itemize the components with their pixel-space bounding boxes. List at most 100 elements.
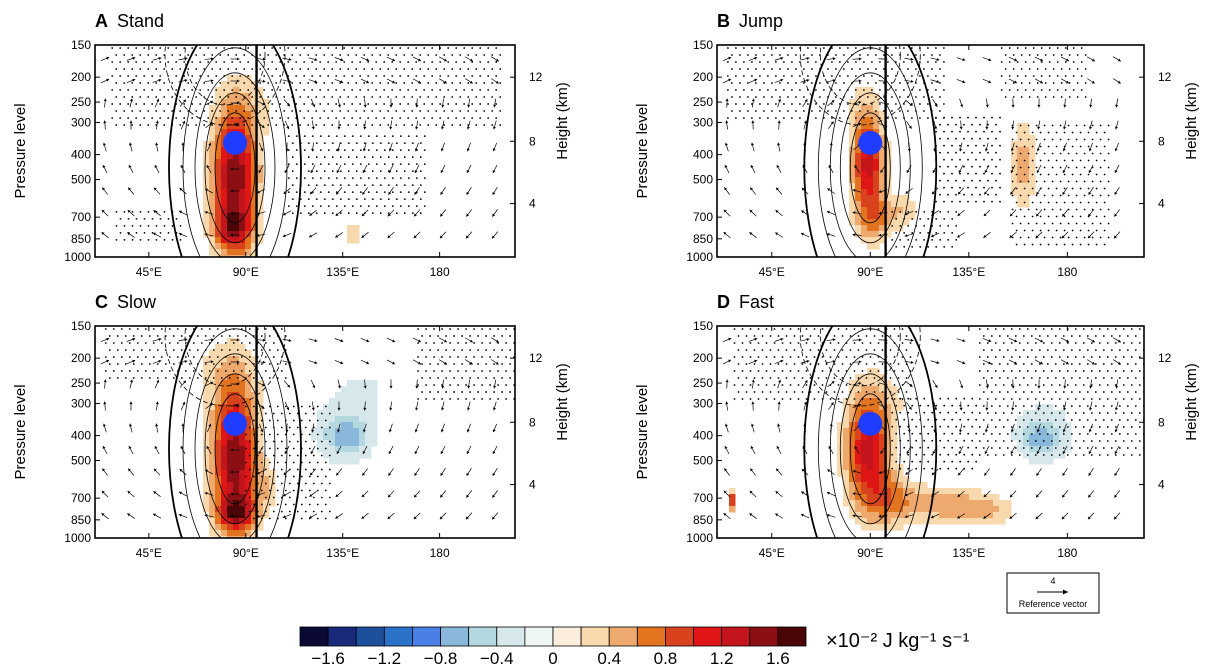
y-tick-label: 1000 [64, 250, 91, 264]
y-axis-title: Pressure level [12, 384, 29, 479]
significance-stippling [104, 328, 515, 520]
y-tick-label: 300 [693, 396, 713, 410]
colorbar-unit-label: ×10⁻² J kg⁻¹ s⁻¹ [826, 630, 970, 652]
height-axis-title: Height (km) [554, 82, 571, 160]
heating-source-marker [223, 130, 247, 155]
colorbar-swatch [552, 626, 582, 647]
panel-d: 150 200 250 300 400 500 700 850 1000 12 8 4 45°E 90°E… [634, 292, 1200, 560]
y-tick-label: 1000 [64, 531, 91, 545]
y-tick-label: 850 [693, 232, 713, 246]
y-axis-title: Pressure level [634, 384, 651, 479]
colorbar-tick-label: −0.8 [424, 649, 458, 668]
x-tick-label: 180 [1057, 265, 1077, 279]
reference-vector-legend: 4 Reference vector [1006, 572, 1100, 614]
height-axis-title: Height (km) [1183, 82, 1200, 160]
heating-source-marker [223, 411, 247, 436]
y-tick-label: 1000 [686, 250, 713, 264]
panel-title: Jump [739, 11, 783, 31]
y-tick-label: 500 [693, 173, 713, 187]
x-tick-label: 45°E [136, 546, 162, 560]
panel-title: Fast [739, 292, 774, 312]
y-tick-label: 200 [71, 70, 91, 84]
wind-vectors [722, 56, 1122, 239]
y-tick-label: 200 [693, 351, 713, 365]
colorbar-tick-label: 0 [548, 649, 557, 668]
x-tick-label: 180 [430, 265, 450, 279]
y-tick-label: 250 [71, 376, 91, 390]
reference-vector-arrowhead [1063, 589, 1068, 595]
colorbar-swatch [721, 626, 751, 647]
y-tick-label: 700 [693, 491, 713, 505]
panel-c: 150 200 250 300 400 500 700 850 1000 12 8 4 45°E 90°E… [12, 292, 571, 560]
height-tick-label: 8 [529, 134, 536, 148]
heating-source-marker [858, 411, 883, 436]
height-tick-label: 4 [1158, 197, 1165, 211]
plot-frame [716, 44, 1145, 258]
panel-letter: D [717, 292, 730, 312]
shaded-field [849, 87, 1036, 250]
height-axis-title: Height (km) [554, 363, 571, 441]
height-tick-label: 8 [1158, 415, 1165, 429]
panel-letter: B [717, 11, 730, 31]
x-tick-label: 180 [430, 546, 450, 560]
colorbar-swatch [524, 626, 554, 647]
reference-vector-value: 4 [1050, 576, 1055, 586]
y-tick-label: 500 [71, 454, 91, 468]
contours [164, 326, 302, 538]
colorbar-swatch [440, 626, 470, 647]
x-tick-label: 90°E [233, 265, 259, 279]
y-tick-label: 200 [693, 70, 713, 84]
colorbar-tick-label: 1.6 [766, 649, 790, 668]
plot-frame [716, 325, 1145, 539]
colorbar-swatch [749, 626, 779, 647]
shaded-field [203, 75, 360, 257]
x-tick-label: 45°E [759, 265, 785, 279]
panel-title: Slow [117, 292, 157, 312]
panel-title: Stand [117, 11, 164, 31]
y-tick-label: 300 [71, 396, 91, 410]
y-tick-label: 850 [71, 513, 91, 527]
colorbar-tick-label: −1.6 [311, 649, 345, 668]
x-tick-label: 90°E [857, 546, 883, 560]
colorbar-tick-label: −1.2 [368, 649, 402, 668]
height-tick-label: 4 [1158, 478, 1165, 492]
x-tick-label: 180 [1057, 546, 1077, 560]
y-tick-label: 1000 [686, 531, 713, 545]
y-tick-label: 300 [693, 115, 713, 129]
colorbar-swatch [580, 626, 610, 647]
height-tick-label: 8 [1158, 134, 1165, 148]
colorbar: −1.6 −1.2 −0.8 −0.4 0 0.4 0.8 1.2 1.6 [299, 626, 807, 668]
height-tick-label: 12 [529, 351, 543, 365]
y-tick-label: 150 [71, 38, 91, 52]
colorbar-swatch [355, 626, 385, 647]
colorbar-swatch [412, 626, 441, 647]
colorbar-swatch [693, 626, 723, 647]
y-tick-label: 250 [693, 376, 713, 390]
height-tick-label: 4 [529, 197, 536, 211]
y-tick-label: 150 [693, 38, 713, 52]
height-tick-label: 12 [529, 70, 543, 84]
x-tick-label: 45°E [136, 265, 162, 279]
x-tick-label: 135°E [326, 546, 359, 560]
colorbar-swatch [636, 626, 666, 647]
y-tick-label: 850 [693, 513, 713, 527]
y-tick-label: 700 [693, 210, 713, 224]
colorbar-tick-label: 0.8 [654, 649, 678, 668]
y-axis-title: Pressure level [12, 103, 29, 198]
y-axis-title: Pressure level [634, 103, 651, 198]
panel-letter: C [95, 292, 108, 312]
y-tick-label: 300 [71, 115, 91, 129]
panel-letter: A [95, 11, 108, 31]
colorbar-swatch [777, 626, 807, 647]
y-tick-label: 200 [71, 351, 91, 365]
y-tick-label: 400 [693, 148, 713, 162]
colorbar-swatch [665, 626, 694, 647]
contours [164, 45, 302, 257]
colorbar-swatch [383, 626, 413, 647]
colorbar-tick-label: 0.4 [597, 649, 621, 668]
y-tick-label: 700 [71, 491, 91, 505]
colorbar-tick-label: −0.4 [480, 649, 514, 668]
plot-frame [94, 44, 516, 258]
x-tick-label: 135°E [326, 265, 359, 279]
